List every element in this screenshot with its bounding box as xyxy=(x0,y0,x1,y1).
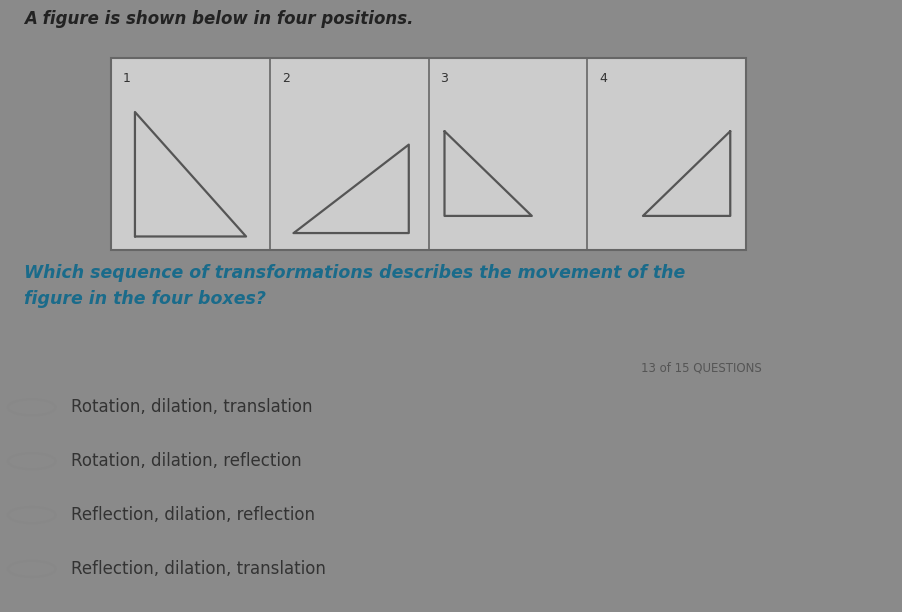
Text: A figure is shown below in four positions.: A figure is shown below in four position… xyxy=(23,10,413,28)
Text: Rotation, dilation, translation: Rotation, dilation, translation xyxy=(71,398,313,416)
Text: Rotation, dilation, reflection: Rotation, dilation, reflection xyxy=(71,452,302,470)
Text: 13 of 15 QUESTIONS: 13 of 15 QUESTIONS xyxy=(641,362,762,375)
Text: Which sequence of transformations describes the movement of the
figure in the fo: Which sequence of transformations descri… xyxy=(23,264,685,308)
Text: Reflection, dilation, translation: Reflection, dilation, translation xyxy=(71,560,327,578)
Text: 3: 3 xyxy=(440,72,448,85)
Bar xyxy=(111,58,746,250)
Text: 2: 2 xyxy=(281,72,290,85)
Text: 1: 1 xyxy=(123,72,131,85)
Text: Reflection, dilation, reflection: Reflection, dilation, reflection xyxy=(71,506,316,524)
Text: 4: 4 xyxy=(599,72,607,85)
